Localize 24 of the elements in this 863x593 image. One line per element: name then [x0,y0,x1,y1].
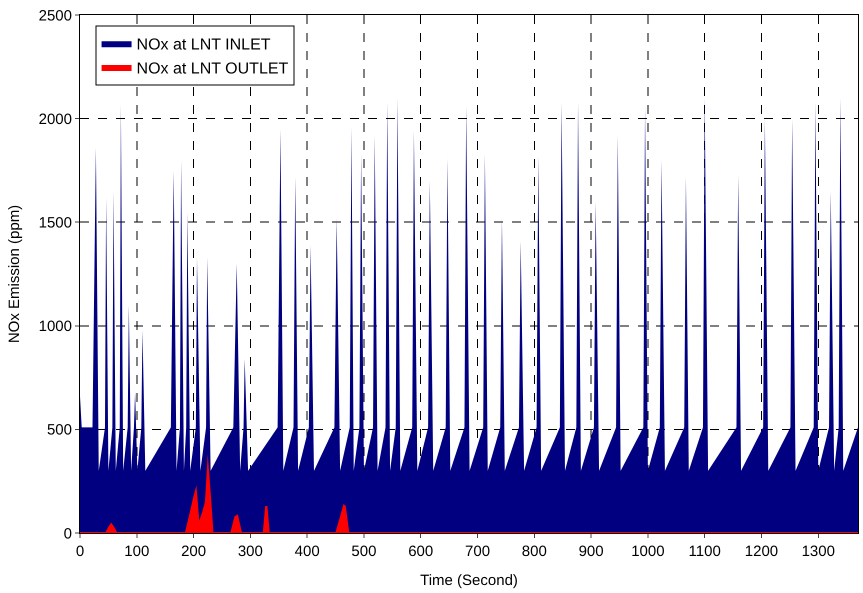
x-tick-label: 600 [408,543,434,560]
x-tick-label: 700 [465,543,490,560]
x-tick-label: 100 [124,543,150,560]
x-tick-label: 1100 [688,543,721,560]
x-tick-label: 800 [522,543,547,560]
y-tick-label: 1000 [38,318,72,336]
y-tick-label: 2000 [38,110,72,128]
x-tick-label: 500 [351,543,376,560]
x-tick-label: 300 [238,543,263,560]
legend-label: NOx at LNT INLET [136,36,271,54]
x-tick-label: 1200 [744,543,778,560]
y-tick-label: 2500 [38,7,72,24]
legend-label: NOx at LNT OUTLET [136,60,289,78]
y-tick-label: 1500 [38,214,72,232]
x-tick-label: 1300 [802,543,835,560]
x-tick-label: 0 [76,543,84,560]
x-tick-label: 200 [181,543,206,560]
y-axis-title: NOx Emission (ppm) [6,204,23,344]
x-tick-label: 1000 [631,543,665,560]
y-tick-label: 0 [64,525,72,542]
x-tick-label: 400 [294,543,320,560]
x-axis-title: Time (Second) [420,572,518,589]
y-tick-label: 500 [46,422,72,439]
x-tick-label: 900 [578,543,604,560]
